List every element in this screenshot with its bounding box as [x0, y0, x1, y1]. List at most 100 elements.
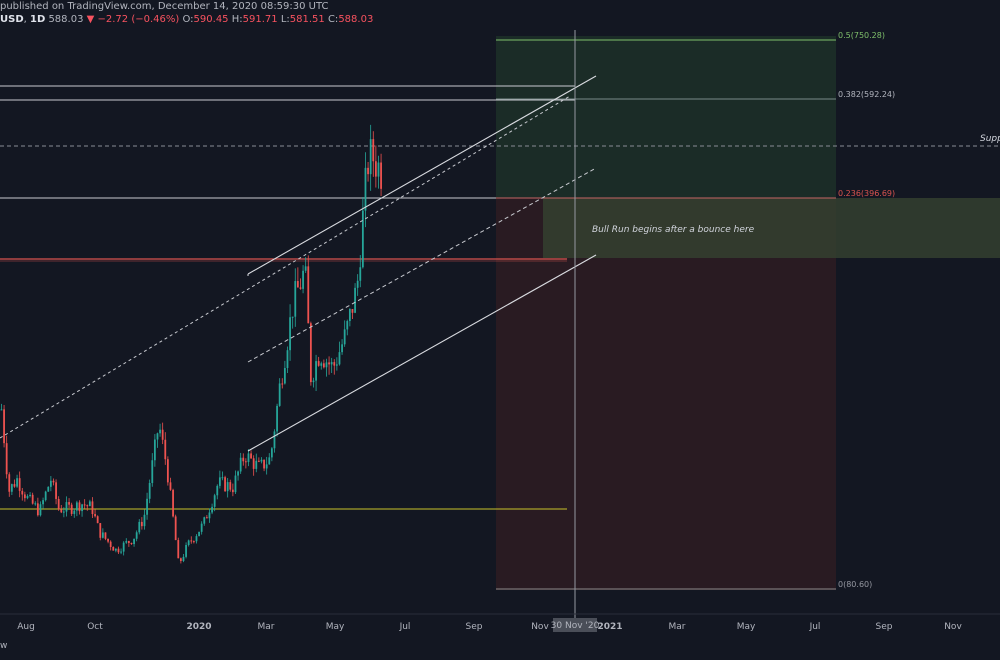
candle-body [172, 489, 174, 517]
candle-body [60, 509, 63, 513]
chart-header: published on TradingView.com, December 1… [0, 0, 1000, 29]
candle-body [130, 542, 133, 545]
candle-body [5, 443, 8, 475]
candle-body [205, 517, 208, 519]
candle-body [182, 556, 185, 561]
candle-body [367, 167, 369, 175]
x-tick-label: Nov [944, 622, 962, 632]
close-label: C: [327, 14, 339, 25]
candle-body [270, 448, 273, 458]
candle-body [34, 503, 37, 505]
candle-body [143, 514, 146, 527]
x-tick-label: 2021 [597, 622, 622, 632]
x-tick-label: Nov [531, 622, 549, 632]
candle-body [195, 536, 198, 542]
candle-body [273, 431, 276, 449]
candle-body [291, 316, 294, 318]
fib-label-0.382: 0.382(592.24) [838, 90, 895, 99]
candle-body [341, 344, 343, 353]
candle-body [380, 162, 382, 189]
crosshair-date-box [553, 618, 597, 632]
candle-body [8, 474, 11, 492]
candle-body [166, 459, 169, 483]
candle-body [174, 516, 177, 541]
candle-body [322, 363, 325, 368]
candle-body [252, 458, 255, 469]
candle-body [377, 162, 380, 177]
candle-body [114, 548, 117, 551]
open-label: O: [182, 14, 194, 25]
candle-body [346, 321, 349, 330]
candle-body [333, 362, 336, 366]
x-tick-label: Sep [876, 622, 893, 632]
candle-body [276, 405, 278, 432]
candle-body [81, 504, 83, 512]
ohlc-line: USD, 1D 588.03 ▼ −2.72 (−0.46%) O:590.45… [0, 14, 374, 25]
candle-body [3, 409, 5, 444]
candle-body [101, 532, 104, 538]
crosshair-date-label: 30 Nov '20 [551, 621, 600, 631]
candle-body [153, 439, 156, 461]
candle-body [229, 482, 232, 490]
candle-body [364, 167, 367, 211]
candle-body [348, 309, 351, 322]
candle-body [226, 482, 229, 492]
candle-body [242, 457, 245, 462]
candle-body [86, 505, 89, 507]
candle-body [13, 484, 16, 487]
fib-label-0: 0(80.60) [838, 580, 872, 589]
candle-body [320, 363, 323, 366]
candle-body [91, 501, 94, 515]
candle-body [70, 504, 73, 514]
candle-body [29, 494, 31, 497]
candle-body [78, 502, 81, 512]
candle-body [335, 364, 338, 366]
candle-body [304, 266, 307, 271]
candle-body [127, 541, 130, 543]
candle-body [104, 532, 107, 539]
candle-body [330, 362, 333, 365]
candle-body [42, 500, 44, 505]
published-line: published on TradingView.com, December 1… [0, 1, 1000, 14]
candle-body [309, 323, 312, 383]
candle-body [161, 429, 164, 440]
candle-body [289, 317, 291, 351]
symbol-label[interactable]: USD [0, 14, 24, 25]
candle-body [231, 489, 234, 493]
candle-body [257, 460, 260, 462]
candle-body [224, 477, 226, 492]
candle-body [55, 482, 57, 499]
candle-body [218, 477, 221, 486]
x-tick-label: Sep [466, 622, 483, 632]
high-label: H: [231, 14, 243, 25]
fib-label-0.5: 0.5(750.28) [838, 31, 885, 40]
high-value: 591.71 [242, 14, 278, 25]
close-value: 588.03 [338, 14, 374, 25]
fib-zone-upper [496, 36, 836, 198]
candle-body [255, 460, 258, 469]
candle-body [88, 501, 91, 507]
candle-body [283, 368, 286, 384]
candle-body [302, 270, 304, 289]
candle-body [49, 480, 52, 487]
candle-body [125, 541, 128, 543]
candle-body [351, 309, 354, 313]
candle-body [164, 439, 167, 460]
footer-text: w [0, 641, 8, 651]
interval-label[interactable]: 1D [29, 14, 46, 25]
candle-body [62, 511, 65, 513]
candle-body [140, 521, 143, 527]
candle-body [281, 383, 284, 385]
x-tick-label: Jul [399, 622, 411, 632]
candle-body [146, 498, 148, 515]
candle-body [239, 457, 242, 472]
candle-body [148, 482, 151, 499]
candle-body [52, 480, 55, 483]
candle-body [122, 542, 125, 552]
x-tick-label: May [737, 622, 756, 632]
candles-group [0, 124, 382, 564]
candle-body [133, 538, 135, 545]
candle-body [185, 544, 187, 557]
x-tick-label: Oct [87, 622, 103, 632]
